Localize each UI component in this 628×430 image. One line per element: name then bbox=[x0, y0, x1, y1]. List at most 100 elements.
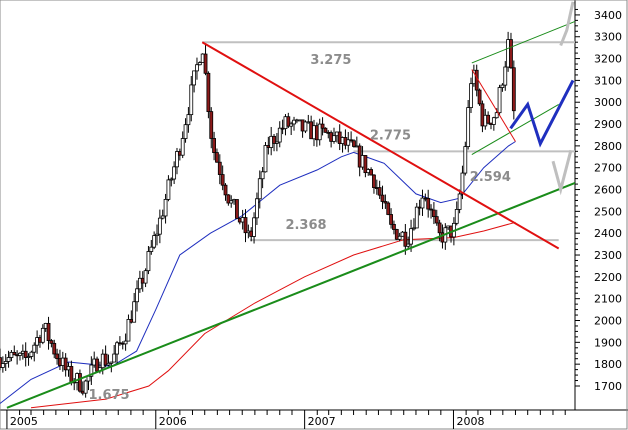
candle-body bbox=[429, 208, 433, 211]
y-tick-label: 2700 bbox=[594, 162, 622, 175]
candle-body bbox=[109, 361, 114, 364]
candle bbox=[229, 195, 234, 208]
candle bbox=[0, 356, 5, 373]
candle-body bbox=[460, 172, 465, 195]
candle bbox=[511, 60, 516, 120]
candle-body bbox=[186, 114, 191, 126]
y-tick-label: 1800 bbox=[594, 358, 622, 371]
candle-body bbox=[223, 184, 228, 196]
candle bbox=[175, 147, 179, 175]
candle-body bbox=[160, 215, 165, 219]
candle bbox=[491, 116, 496, 131]
candle-body bbox=[466, 107, 471, 148]
candle bbox=[500, 83, 505, 92]
candle bbox=[18, 352, 22, 361]
candle-body bbox=[132, 301, 137, 323]
candle-body bbox=[155, 233, 159, 236]
candle-body bbox=[383, 201, 388, 204]
candle bbox=[89, 356, 94, 385]
candle bbox=[155, 224, 159, 246]
candle-body bbox=[3, 361, 8, 364]
candle-body bbox=[137, 277, 142, 290]
y-tick-label: 3200 bbox=[594, 53, 622, 66]
candle bbox=[29, 350, 34, 360]
candle-body bbox=[40, 327, 45, 343]
y-tick-label: 2200 bbox=[594, 271, 622, 284]
y-tick-label: 2000 bbox=[594, 315, 622, 328]
candle-body bbox=[454, 209, 459, 224]
annotation-label: 3.275 bbox=[310, 53, 351, 68]
candle bbox=[115, 340, 119, 364]
candle-body bbox=[469, 83, 473, 108]
candle bbox=[220, 165, 225, 191]
candle-body bbox=[203, 53, 208, 74]
candle bbox=[160, 209, 165, 220]
candle bbox=[183, 118, 188, 143]
candle bbox=[406, 236, 411, 250]
candle-body bbox=[260, 171, 265, 180]
candle bbox=[277, 121, 282, 148]
candle-body bbox=[414, 206, 419, 229]
candle bbox=[274, 133, 279, 152]
moving-average-line bbox=[30, 221, 516, 409]
annotation-label: 2.775 bbox=[370, 128, 411, 143]
candle bbox=[172, 161, 177, 184]
candle bbox=[260, 167, 265, 189]
candle-body bbox=[89, 364, 94, 377]
candle-body bbox=[397, 235, 402, 240]
candle bbox=[372, 174, 376, 194]
candle-body bbox=[49, 340, 54, 344]
candle bbox=[0, 348, 2, 371]
y-tick-label: 3300 bbox=[594, 31, 622, 44]
candle bbox=[469, 77, 473, 114]
candle-body bbox=[320, 123, 325, 129]
candle bbox=[363, 155, 368, 178]
candle-body bbox=[26, 356, 31, 358]
candle-body bbox=[332, 135, 336, 142]
candle bbox=[377, 180, 382, 199]
candle-body bbox=[272, 135, 276, 144]
candle bbox=[169, 177, 174, 187]
candle-body bbox=[183, 124, 188, 139]
candle bbox=[135, 280, 139, 312]
candle-body bbox=[135, 288, 139, 303]
candle-body bbox=[189, 84, 194, 116]
candle-body bbox=[209, 111, 214, 139]
candle-body bbox=[32, 344, 37, 353]
candle-body bbox=[255, 198, 259, 219]
y-tick-label: 2900 bbox=[594, 118, 622, 131]
candle bbox=[412, 218, 416, 231]
candle-body bbox=[503, 66, 508, 86]
candle bbox=[392, 220, 396, 235]
candle bbox=[157, 209, 162, 244]
candle bbox=[143, 268, 148, 288]
candle-body bbox=[55, 353, 59, 360]
y-tick-label: 2100 bbox=[594, 293, 622, 306]
candle-body bbox=[406, 243, 411, 247]
y-tick-label: 2300 bbox=[594, 249, 622, 262]
candle bbox=[26, 353, 31, 366]
candle-body bbox=[172, 166, 177, 180]
candle bbox=[192, 70, 197, 93]
candle-body bbox=[377, 187, 382, 196]
candle-body bbox=[372, 174, 376, 188]
candle bbox=[40, 324, 45, 345]
trend-line-uptrend bbox=[6, 182, 576, 409]
candle-body bbox=[317, 123, 322, 141]
candle bbox=[255, 192, 259, 225]
candle bbox=[217, 154, 222, 185]
candle-body bbox=[509, 39, 513, 69]
candle bbox=[32, 342, 37, 362]
candle bbox=[480, 100, 485, 133]
candle-body bbox=[212, 138, 216, 153]
candle-body bbox=[277, 127, 282, 143]
candle bbox=[497, 84, 502, 116]
y-tick-label: 2600 bbox=[594, 184, 622, 197]
y-tick-label: 2800 bbox=[594, 140, 622, 153]
candle bbox=[420, 189, 425, 216]
candle-body bbox=[206, 72, 211, 113]
candle-body bbox=[152, 235, 157, 248]
candle bbox=[389, 208, 393, 229]
candle bbox=[180, 131, 185, 159]
candle-body bbox=[83, 380, 88, 394]
